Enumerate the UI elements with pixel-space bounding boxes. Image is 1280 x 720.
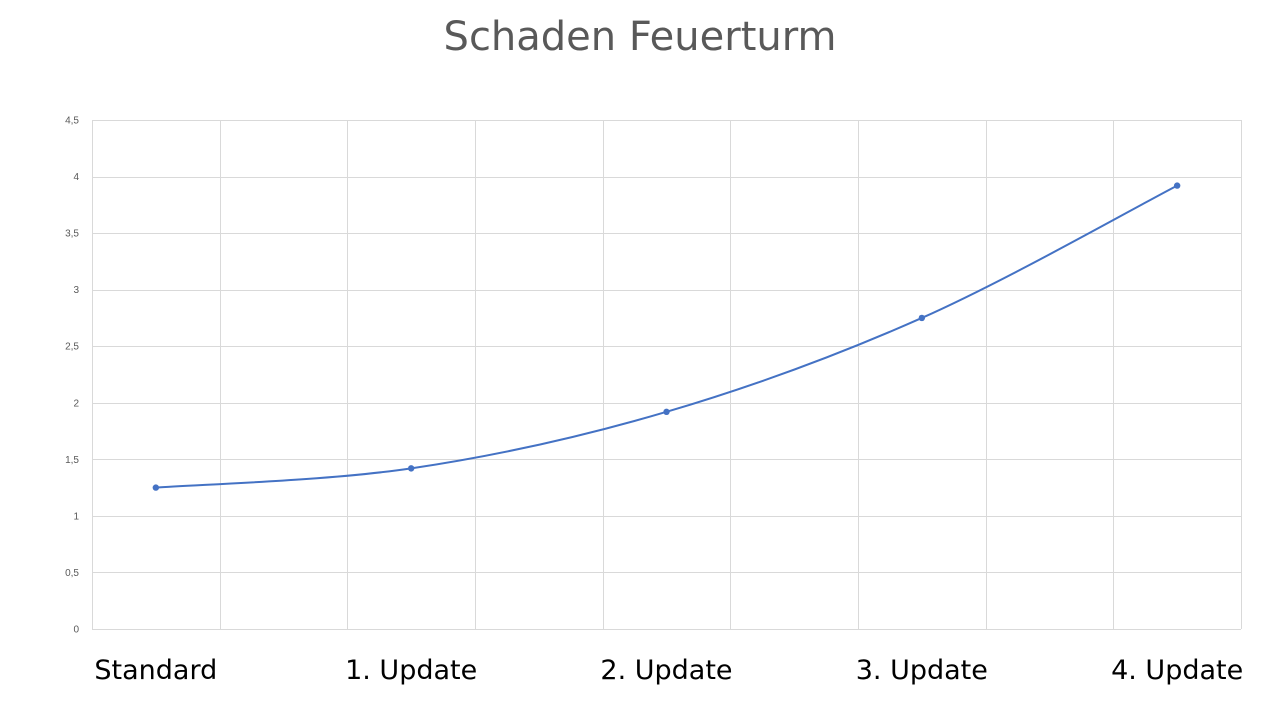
x-category-label: 3. Update bbox=[855, 655, 988, 686]
data-point bbox=[152, 484, 160, 491]
y-tick-label: 0,5 bbox=[65, 568, 79, 579]
y-axis-tick-labels: 0 0,5 1 1,5 2 2,5 3 3,5 4 4,5 bbox=[65, 116, 79, 636]
y-tick-label: 1 bbox=[73, 511, 79, 522]
y-tick-label: 1,5 bbox=[65, 455, 79, 466]
data-point bbox=[407, 465, 415, 472]
y-tick-label: 4 bbox=[73, 172, 79, 183]
data-point bbox=[663, 408, 670, 416]
y-tick-label: 2,5 bbox=[65, 342, 79, 353]
y-tick-label: 3,5 bbox=[65, 229, 79, 240]
x-category-label: 2. Update bbox=[600, 655, 733, 686]
y-tick-label: 4,5 bbox=[65, 116, 79, 127]
data-point bbox=[1173, 182, 1181, 189]
x-category-label: 1. Update bbox=[345, 655, 478, 686]
data-point bbox=[918, 314, 926, 322]
y-tick-label: 2 bbox=[73, 398, 79, 409]
y-tick-label: 0 bbox=[73, 625, 79, 636]
x-category-label: 4. Update bbox=[1111, 655, 1244, 686]
x-category-label: Standard bbox=[94, 655, 218, 686]
chart-title: Schaden Feuerturm bbox=[443, 14, 837, 60]
series-line bbox=[155, 184, 1178, 489]
series-layer bbox=[152, 182, 1181, 491]
grid-layer bbox=[92, 120, 1242, 630]
y-tick-label: 3 bbox=[73, 285, 79, 296]
